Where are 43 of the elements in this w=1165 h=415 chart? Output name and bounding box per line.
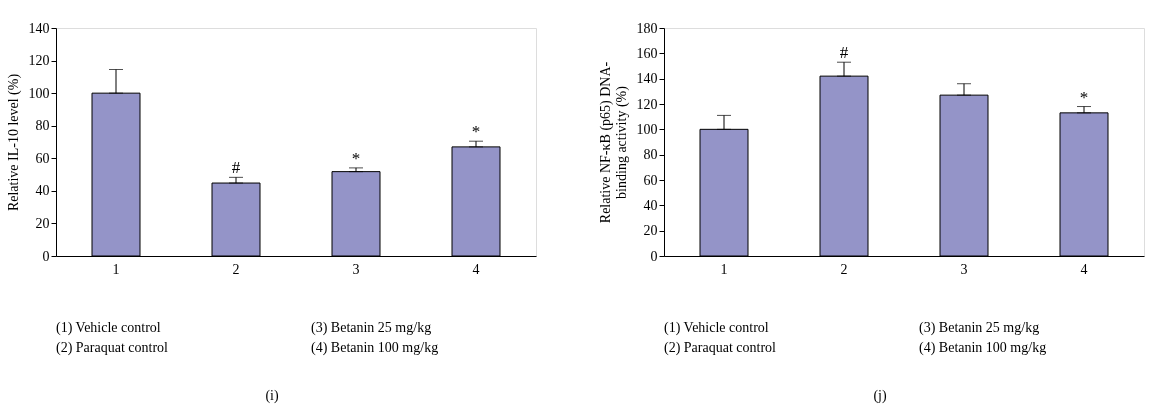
y-tick-label: 120: [28, 53, 50, 69]
y-tick-label: 20: [643, 223, 658, 239]
x-tick-label: 4: [472, 261, 480, 277]
y-tick-label: 180: [636, 20, 658, 36]
annotation: #: [231, 158, 241, 178]
text: (4) Betanin 100 mg/kg: [919, 340, 1047, 356]
annotation: *: [471, 122, 481, 142]
text: (2) Paraquat control: [56, 340, 169, 356]
y-tick-label: 120: [636, 96, 658, 112]
text: (4) Betanin 100 mg/kg: [311, 340, 439, 356]
x-tick-label: 3: [352, 261, 360, 277]
text: (1) Vehicle control: [664, 320, 769, 336]
y-tick-label: 100: [636, 121, 658, 137]
text: (2) Paraquat control: [664, 340, 777, 356]
annotation: *: [351, 148, 361, 168]
x-tick-label: 1: [720, 261, 728, 277]
y-tick-label: 80: [35, 118, 50, 134]
y-tick-label: 100: [28, 85, 50, 101]
x-tick-label: 4: [1080, 261, 1088, 277]
y-tick-label: 140: [636, 71, 658, 87]
y-tick-label: 20: [35, 215, 50, 231]
y-tick-label: 60: [35, 150, 50, 166]
y-axis-title: Relative NF-κB (p65) DNA-binding activity (%): [597, 61, 630, 224]
text: (1) Vehicle control: [56, 320, 161, 336]
annotation: #: [839, 43, 849, 63]
text: (3) Betanin 25 mg/kg: [919, 320, 1040, 336]
y-tick-label: 80: [643, 147, 658, 163]
x-tick-label: 2: [840, 261, 848, 277]
x-tick-label: 3: [960, 261, 968, 277]
text: (i): [265, 388, 279, 404]
y-tick-label: 160: [636, 45, 658, 61]
text: (j): [873, 388, 887, 404]
x-tick-label: 2: [232, 261, 240, 277]
y-tick-label: 40: [643, 197, 658, 213]
y-axis-title: Relative IL-10 level (%): [5, 73, 22, 212]
y-tick-label: 40: [35, 183, 50, 199]
annotation: *: [1079, 87, 1089, 107]
y-tick-label: 0: [650, 248, 658, 264]
y-tick-label: 0: [42, 248, 50, 264]
text: (3) Betanin 25 mg/kg: [311, 320, 432, 336]
y-tick-label: 60: [643, 172, 658, 188]
x-tick-label: 1: [112, 261, 120, 277]
y-tick-label: 140: [28, 20, 50, 36]
